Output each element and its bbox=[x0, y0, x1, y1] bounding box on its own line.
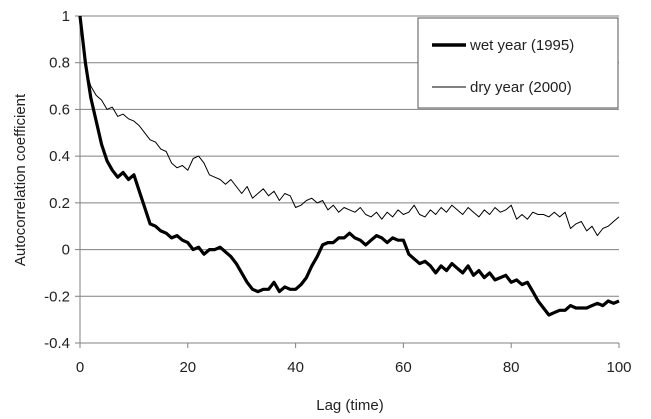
y-tick-label-5: 0.6 bbox=[49, 101, 70, 118]
y-tick-label-6: 0.8 bbox=[49, 55, 70, 72]
y-tick-label-4: 0.4 bbox=[49, 148, 70, 165]
legend-label-dry-year: dry year (2000) bbox=[470, 79, 572, 96]
legend-box bbox=[417, 17, 619, 109]
legend: wet year (1995) dry year (2000) bbox=[417, 17, 619, 109]
x-tick-label-4: 80 bbox=[503, 359, 520, 376]
y-tick-label-7: 1 bbox=[62, 8, 70, 25]
y-tick-label-0: -0.4 bbox=[44, 335, 70, 352]
plot-series bbox=[78, 15, 620, 317]
gridlines bbox=[80, 15, 619, 297]
series-line-wet-year bbox=[78, 15, 620, 317]
x-axis-title: Lag (time) bbox=[316, 397, 384, 414]
x-tick-label-0: 0 bbox=[76, 359, 84, 376]
x-tick-label-1: 20 bbox=[179, 359, 196, 376]
y-tick-label-1: -0.2 bbox=[44, 288, 70, 305]
x-tick-label-3: 60 bbox=[395, 359, 412, 376]
x-tick-label-2: 40 bbox=[287, 359, 304, 376]
legend-label-wet-year: wet year (1995) bbox=[469, 37, 574, 54]
x-tick-label-5: 100 bbox=[606, 359, 631, 376]
axes: -0.4 -0.2 0 0.2 0.4 0.6 0.8 1 0 20 40 60 80 100 bbox=[44, 8, 631, 376]
series-line-dry-year bbox=[79, 15, 620, 237]
y-tick-label-3: 0.2 bbox=[49, 195, 70, 212]
y-axis-title: Autocorrelation coefficient bbox=[12, 93, 29, 266]
y-tick-label-2: 0 bbox=[62, 242, 70, 259]
